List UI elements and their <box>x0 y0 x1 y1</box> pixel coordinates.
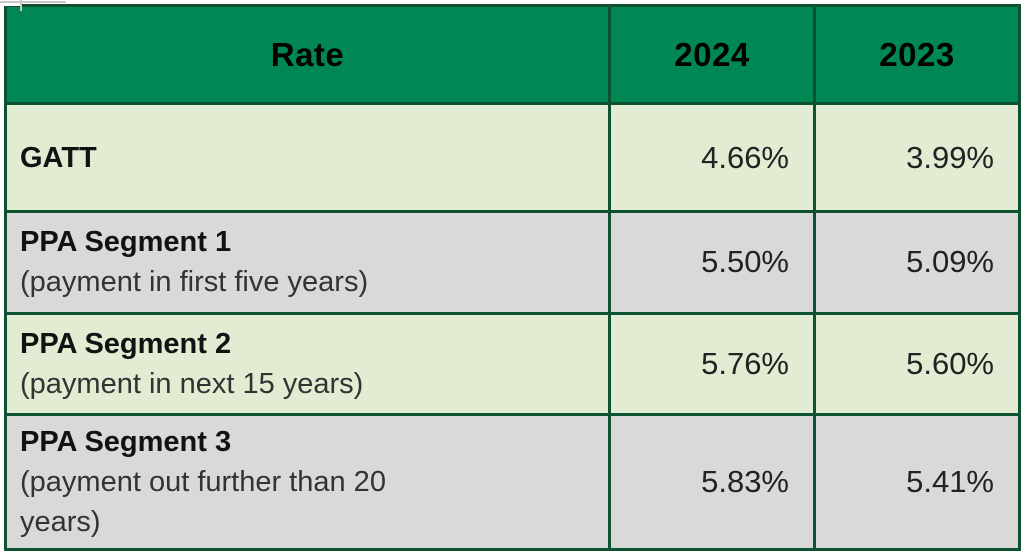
rate-label: PPA Segment 2 <box>20 327 232 360</box>
rate-name-cell: PPA Segment 2 (payment in next 15 years) <box>7 315 608 413</box>
column-header-rate: Rate <box>270 35 345 73</box>
spreadsheet-gridline-horizontal <box>0 1 66 3</box>
value-2024: 5.50% <box>608 212 813 312</box>
value-2023: 5.09% <box>813 212 1018 312</box>
table-header-row: Rate 2024 2023 <box>7 7 1018 103</box>
rate-sublabel: (payment in next 15 years) <box>20 367 364 400</box>
table-row-ppa-segment-3: PPA Segment 3 (payment out further than … <box>7 412 1018 549</box>
value-2023: 5.41% <box>813 415 1018 549</box>
rate-name-cell: PPA Segment 3 (payment out further than … <box>7 416 608 548</box>
value-2024: 5.83% <box>608 415 813 549</box>
value-2023: 3.99% <box>813 105 1018 210</box>
column-header-2023: 2023 <box>813 7 1018 103</box>
table-row-gatt: GATT 4.66% 3.99% <box>7 102 1018 210</box>
rate-label: PPA Segment 1 <box>20 226 232 259</box>
value-2024: 4.66% <box>608 105 813 210</box>
spreadsheet-corner-notch <box>0 0 20 6</box>
rate-label: PPA Segment 3 <box>20 425 232 458</box>
rate-sublabel: (payment in first five years) <box>20 266 369 299</box>
spreadsheet-gridline-vertical <box>20 0 22 11</box>
value-2023: 5.60% <box>813 314 1018 413</box>
table-row-ppa-segment-2: PPA Segment 2 (payment in next 15 years)… <box>7 311 1018 413</box>
rate-sublabel: (payment out further than 20 years) <box>20 465 386 538</box>
rate-name-cell: PPA Segment 1 (payment in first five yea… <box>7 213 608 312</box>
rates-table: Rate 2024 2023 GATT 4.66% 3.99% PPA Segm… <box>4 4 1021 551</box>
value-2024: 5.76% <box>608 314 813 413</box>
rate-name-cell: GATT <box>7 105 608 210</box>
table-row-ppa-segment-1: PPA Segment 1 (payment in first five yea… <box>7 209 1018 312</box>
column-header-2024: 2024 <box>608 7 813 103</box>
rate-label: GATT <box>20 141 97 174</box>
